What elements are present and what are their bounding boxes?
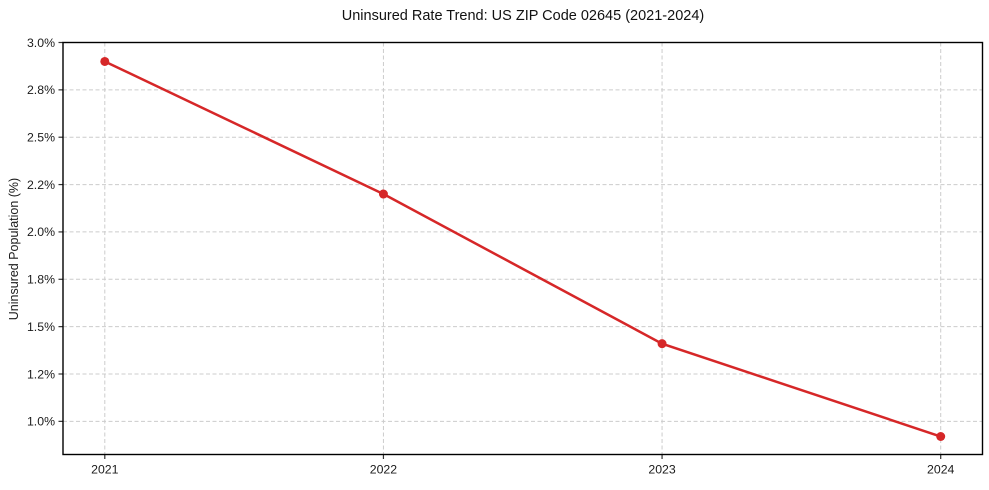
data-point-2021	[100, 56, 110, 66]
x-tick-label: 2021	[91, 463, 119, 477]
data-point-2023	[657, 339, 667, 349]
y-tick-label: 2.8%	[27, 83, 55, 97]
chart-title: Uninsured Rate Trend: US ZIP Code 02645 …	[341, 8, 705, 24]
y-tick-label: 1.0%	[27, 415, 55, 429]
y-tick-label: 3.0%	[27, 36, 55, 50]
y-tick-label: 2.2%	[27, 178, 55, 192]
plot-border	[62, 41, 984, 456]
y-tick-label: 1.5%	[27, 320, 55, 334]
y-tick-label: 1.2%	[27, 367, 55, 381]
x-tick-label: 2022	[370, 463, 398, 477]
x-tick-label: 2023	[648, 463, 676, 477]
y-tick-label: 2.5%	[27, 131, 55, 145]
data-point-2024	[936, 432, 946, 442]
trend-line	[103, 60, 942, 438]
y-tick-label: 2.0%	[27, 225, 55, 239]
data-point-2022	[378, 189, 388, 199]
y-tick-label: 1.8%	[27, 273, 55, 287]
x-tick-label: 2024	[927, 463, 955, 477]
